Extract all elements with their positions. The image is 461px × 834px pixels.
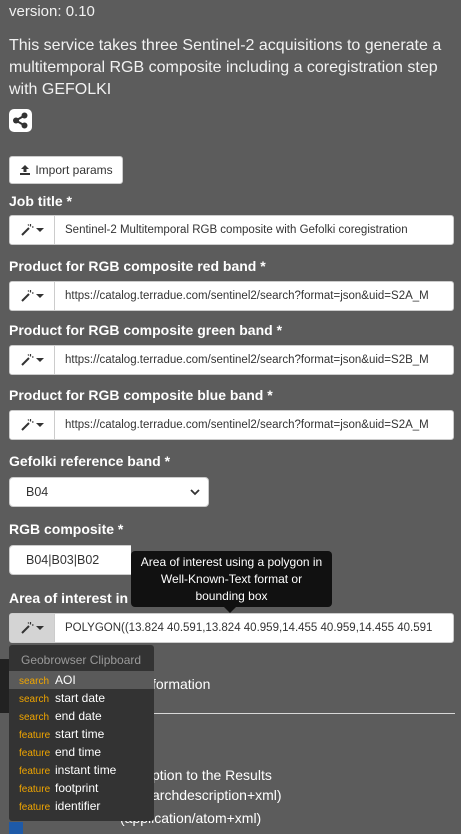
chevron-down-icon — [36, 626, 44, 630]
chevron-down-icon — [36, 358, 44, 362]
share-button[interactable] — [9, 109, 32, 132]
tooltip-line-2: Well-Known-Text format or — [160, 572, 303, 586]
red-band-input[interactable]: https://catalog.terradue.com/sentinel2/s… — [65, 290, 429, 302]
menu-item-start-time[interactable]: feature start time — [9, 725, 154, 743]
section-divider — [150, 713, 455, 714]
item-type: feature — [19, 784, 51, 795]
green-band-group: https://catalog.terradue.com/sentinel2/s… — [9, 345, 454, 375]
geobrowser-clipboard-menu: Geobrowser Clipboard search AOI search sta… — [9, 645, 154, 821]
share-icon — [13, 112, 28, 129]
version-text: version: 0.10 — [9, 3, 95, 20]
import-params-label: Import params — [35, 163, 113, 177]
gefolki-band-select[interactable]: B04 — [9, 477, 209, 507]
item-type: search — [19, 712, 50, 723]
aoi-input[interactable]: POLYGON((13.824 40.591,13.824 40.959,14.… — [65, 622, 433, 634]
green-band-label: Product for RGB composite green band * — [9, 322, 283, 338]
partial-atom-text: (application/atom+xml) — [120, 810, 262, 826]
hidden-panel-edge — [0, 659, 9, 713]
gefolki-band-label: Gefolki reference band * — [9, 453, 171, 469]
item-type: search — [19, 676, 50, 687]
rgb-composite-value: B04|B03|B02 — [26, 553, 100, 567]
menu-item-end-date[interactable]: search end date — [9, 707, 154, 725]
magic-wand-icon — [21, 622, 34, 634]
blue-band-input[interactable]: https://catalog.terradue.com/sentinel2/s… — [65, 419, 429, 431]
job-title-label: Job title * — [9, 193, 73, 209]
red-band-group: https://catalog.terradue.com/sentinel2/s… — [9, 281, 454, 311]
aoi-tooltip: Area of interest using a polygon in Well… — [131, 551, 332, 613]
item-label: instant time — [55, 763, 117, 777]
menu-item-start-date[interactable]: search start date — [9, 689, 154, 707]
item-label: AOI — [55, 673, 76, 687]
item-label: identifier — [55, 799, 101, 813]
item-label: footprint — [55, 781, 99, 795]
aoi-magic-dropdown[interactable] — [10, 614, 55, 642]
job-title-group: Sentinel-2 Multitemporal RGB composite w… — [9, 215, 454, 245]
chevron-down-icon — [36, 228, 44, 232]
rgb-composite-label: RGB composite * — [9, 521, 124, 537]
magic-wand-icon — [21, 290, 34, 302]
job-title-input[interactable]: Sentinel-2 Multitemporal RGB composite w… — [65, 224, 408, 236]
red-band-label: Product for RGB composite red band * — [9, 258, 266, 274]
checkbox-edge[interactable] — [9, 822, 23, 834]
menu-header: Geobrowser Clipboard — [21, 653, 142, 667]
item-type: search — [19, 694, 50, 705]
item-type: feature — [19, 730, 51, 741]
blue-band-group: https://catalog.terradue.com/sentinel2/s… — [9, 410, 454, 440]
blue-band-magic-dropdown[interactable] — [10, 411, 55, 439]
service-description: This service takes three Sentinel-2 acqu… — [9, 37, 442, 98]
import-params-button[interactable]: Import params — [9, 156, 123, 184]
menu-item-footprint[interactable]: feature footprint — [9, 779, 154, 797]
item-label: start date — [55, 691, 106, 705]
rgb-composite-input[interactable]: B04|B03|B02 — [9, 545, 131, 575]
magic-wand-icon — [21, 419, 34, 431]
red-band-magic-dropdown[interactable] — [10, 282, 55, 310]
green-band-input[interactable]: https://catalog.terradue.com/sentinel2/s… — [65, 354, 429, 366]
menu-item-end-time[interactable]: feature end time — [9, 743, 154, 761]
chevron-down-icon — [36, 423, 44, 427]
green-band-magic-dropdown[interactable] — [10, 346, 55, 374]
item-label: end time — [55, 745, 102, 759]
job-title-magic-dropdown[interactable] — [10, 216, 55, 244]
item-type: feature — [19, 748, 51, 759]
chevron-down-icon — [190, 489, 200, 496]
gefolki-band-value: B04 — [26, 485, 49, 499]
tooltip-line-3: bounding box — [195, 589, 268, 603]
magic-wand-icon — [21, 354, 34, 366]
tooltip-line-1: Area of interest using a polygon in — [140, 555, 323, 569]
item-label: start time — [55, 727, 105, 741]
item-type: feature — [19, 802, 51, 813]
partial-information-text: formation — [152, 676, 211, 692]
item-type: feature — [19, 766, 51, 777]
partial-searchdescription-text: archdescription+xml) — [152, 787, 282, 803]
menu-item-aoi[interactable]: search AOI — [9, 671, 154, 689]
partial-results-option-text: ption to the Results — [152, 767, 272, 783]
chevron-down-icon — [36, 294, 44, 298]
blue-band-label: Product for RGB composite blue band * — [9, 387, 273, 403]
menu-item-instant-time[interactable]: feature instant time — [9, 761, 154, 779]
magic-wand-icon — [21, 224, 34, 236]
item-label: end date — [55, 709, 102, 723]
tooltip-arrow — [224, 607, 236, 613]
menu-item-identifier[interactable]: feature identifier — [9, 797, 154, 815]
upload-icon — [20, 165, 31, 175]
aoi-group: POLYGON((13.824 40.591,13.824 40.959,14.… — [9, 613, 454, 643]
